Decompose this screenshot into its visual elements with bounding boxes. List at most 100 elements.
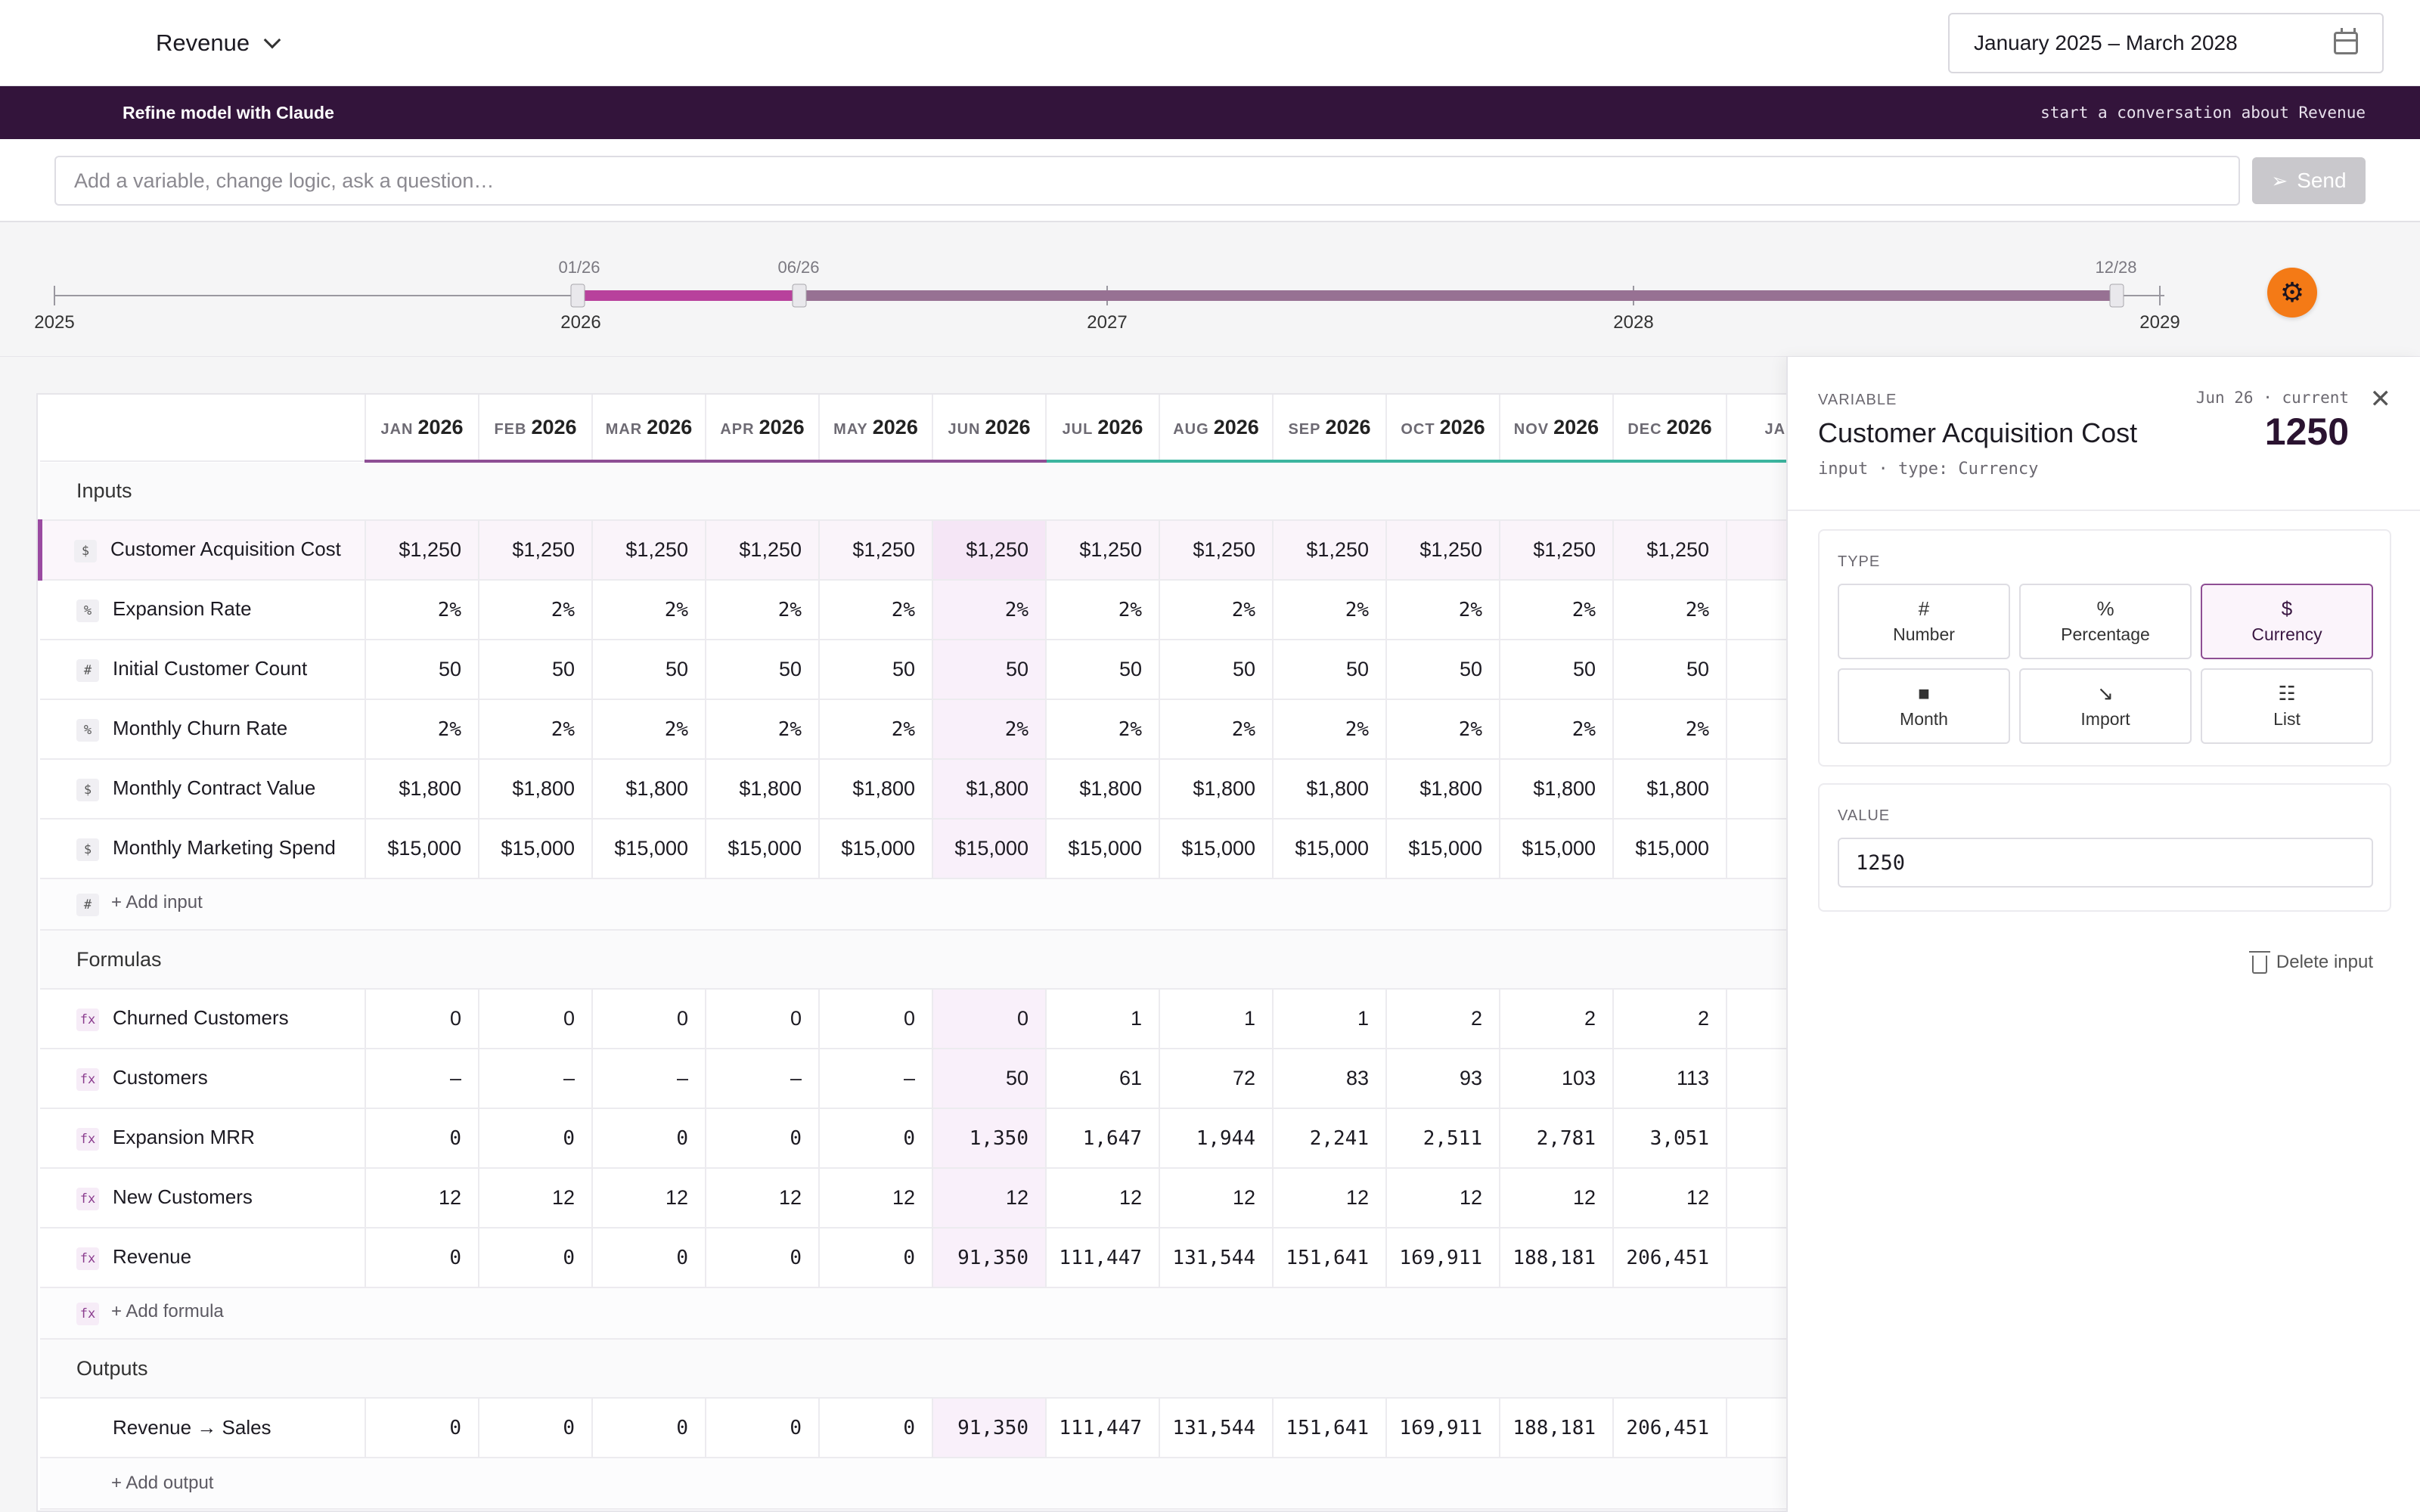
- row-name-cell[interactable]: % Expansion Rate: [40, 580, 366, 640]
- value-cell[interactable]: 72: [1159, 1049, 1274, 1109]
- value-cell[interactable]: 0: [592, 1228, 706, 1288]
- value-cell[interactable]: $15,000: [1386, 819, 1500, 879]
- type-option-month[interactable]: ■ Month: [1838, 668, 2010, 744]
- table-row[interactable]: # Initial Customer Count 50 50 50 50 50 50 50 50 5…: [40, 640, 1786, 700]
- value-cell[interactable]: 50: [365, 640, 479, 700]
- value-cell[interactable]: 0: [365, 1398, 479, 1458]
- value-cell[interactable]: $1,800: [706, 759, 820, 820]
- value-cell[interactable]: [1727, 989, 1786, 1049]
- row-name-cell[interactable]: fx Customers: [40, 1049, 366, 1109]
- value-cell[interactable]: 0: [479, 1398, 593, 1458]
- value-cell[interactable]: $1,250: [592, 520, 706, 581]
- value-cell[interactable]: 206,451: [1613, 1228, 1727, 1288]
- value-cell[interactable]: 188,181: [1500, 1228, 1614, 1288]
- value-cell[interactable]: 131,544: [1159, 1398, 1274, 1458]
- value-cell[interactable]: 0: [706, 1108, 820, 1169]
- row-name-cell[interactable]: fx New Customers: [40, 1168, 366, 1228]
- value-cell[interactable]: 2,241: [1273, 1108, 1387, 1169]
- value-cell[interactable]: 83: [1273, 1049, 1387, 1109]
- value-cell[interactable]: $1,250: [1613, 520, 1727, 581]
- delete-input-button[interactable]: Delete input: [2248, 951, 2373, 974]
- value-cell[interactable]: 0: [932, 989, 1047, 1049]
- value-cell[interactable]: 224: [1727, 1398, 1786, 1458]
- column-header[interactable]: MAY 2026: [819, 395, 933, 463]
- value-cell[interactable]: [1727, 1168, 1786, 1228]
- value-cell[interactable]: $1,250: [1500, 520, 1614, 581]
- value-cell[interactable]: $1: [1727, 520, 1786, 581]
- value-cell[interactable]: 12: [365, 1168, 479, 1228]
- value-cell[interactable]: 0: [819, 989, 933, 1049]
- value-cell[interactable]: 12: [1273, 1168, 1387, 1228]
- value-cell[interactable]: 50: [1273, 640, 1387, 700]
- value-cell[interactable]: 12: [1613, 1168, 1727, 1228]
- value-cell[interactable]: 2%: [706, 699, 820, 760]
- value-cell[interactable]: $15,000: [1159, 819, 1274, 879]
- value-cell[interactable]: –: [706, 1049, 820, 1109]
- column-header[interactable]: JUL 2026: [1046, 395, 1160, 463]
- value-input[interactable]: [1838, 838, 2373, 888]
- value-cell[interactable]: $1,250: [1159, 520, 1274, 581]
- value-cell[interactable]: 2%: [1046, 699, 1160, 760]
- value-cell[interactable]: $15,000: [365, 819, 479, 879]
- value-cell[interactable]: $1,800: [479, 759, 593, 820]
- type-option-list[interactable]: ☷ List: [2201, 668, 2373, 744]
- value-cell[interactable]: 50: [479, 640, 593, 700]
- value-cell[interactable]: 2%: [365, 699, 479, 760]
- table-row[interactable]: fx Expansion MRR 0 0 0 0 0 1,350 1,647 1,944 2,241…: [40, 1108, 1786, 1169]
- value-cell[interactable]: $1,250: [1046, 520, 1160, 581]
- value-cell[interactable]: 50: [1500, 640, 1614, 700]
- value-cell[interactable]: $1,800: [932, 759, 1047, 820]
- value-cell[interactable]: $1,800: [592, 759, 706, 820]
- value-cell[interactable]: $1,800: [1273, 759, 1387, 820]
- value-cell[interactable]: $15,000: [1613, 819, 1727, 879]
- type-option-percentage[interactable]: % Percentage: [2019, 584, 2192, 659]
- value-cell[interactable]: 50: [1046, 640, 1160, 700]
- value-cell[interactable]: 0: [819, 1108, 933, 1169]
- add-row-button[interactable]: + Add formula: [111, 1301, 224, 1322]
- value-cell[interactable]: 1,647: [1046, 1108, 1160, 1169]
- value-cell[interactable]: 2%: [1386, 580, 1500, 640]
- table-row[interactable]: % Monthly Churn Rate 2% 2% 2% 2% 2% 2% 2% 2% 2% 2% 2…: [40, 699, 1786, 760]
- column-header[interactable]: JAN: [1727, 395, 1786, 463]
- value-cell[interactable]: $15: [1727, 819, 1786, 879]
- value-cell[interactable]: 2%: [592, 699, 706, 760]
- value-cell[interactable]: –: [365, 1049, 479, 1109]
- value-cell[interactable]: 0: [592, 1398, 706, 1458]
- value-cell[interactable]: $15,000: [592, 819, 706, 879]
- value-cell[interactable]: $1: [1727, 759, 1786, 820]
- value-cell[interactable]: 12: [819, 1168, 933, 1228]
- value-cell[interactable]: 2%: [932, 699, 1047, 760]
- column-header[interactable]: DEC 2026: [1613, 395, 1727, 463]
- value-cell[interactable]: 12: [1046, 1168, 1160, 1228]
- value-cell[interactable]: 113: [1613, 1049, 1727, 1109]
- type-option-currency[interactable]: $ Currency: [2201, 584, 2373, 659]
- value-cell[interactable]: 61: [1046, 1049, 1160, 1109]
- value-cell[interactable]: 3: [1727, 1108, 1786, 1169]
- table-row[interactable]: $ Monthly Contract Value $1,800 $1,800 $1,80…: [40, 759, 1786, 820]
- value-cell[interactable]: 2%: [1159, 699, 1274, 760]
- value-cell[interactable]: 224: [1727, 1228, 1786, 1288]
- value-cell[interactable]: 12: [932, 1168, 1047, 1228]
- value-cell[interactable]: 0: [706, 1398, 820, 1458]
- value-cell[interactable]: [1727, 580, 1786, 640]
- value-cell[interactable]: $15,000: [1046, 819, 1160, 879]
- value-cell[interactable]: 151,641: [1273, 1398, 1387, 1458]
- close-icon[interactable]: ✕: [2369, 385, 2392, 414]
- prompt-input[interactable]: [54, 156, 2240, 206]
- value-cell[interactable]: 0: [819, 1398, 933, 1458]
- type-option-number[interactable]: # Number: [1838, 584, 2010, 659]
- value-cell[interactable]: $1,250: [932, 520, 1047, 581]
- value-cell[interactable]: $1,250: [1386, 520, 1500, 581]
- value-cell[interactable]: 12: [592, 1168, 706, 1228]
- value-cell[interactable]: [1727, 699, 1786, 760]
- value-cell[interactable]: $15,000: [1500, 819, 1614, 879]
- value-cell[interactable]: 1,350: [932, 1108, 1047, 1169]
- value-cell[interactable]: $1,800: [1046, 759, 1160, 820]
- timeline-handle-end[interactable]: [2109, 284, 2124, 308]
- table-row[interactable]: Revenue → Sales 0 0 0 0 0 91,350 111,447 131,544…: [40, 1398, 1786, 1458]
- value-cell[interactable]: 0: [592, 1108, 706, 1169]
- table-row[interactable]: fx Churned Customers 0 0 0 0 0 0 1 1 1 2 2 2: [40, 989, 1786, 1049]
- value-cell[interactable]: $1,800: [1500, 759, 1614, 820]
- value-cell[interactable]: 93: [1386, 1049, 1500, 1109]
- value-cell[interactable]: 1: [1273, 989, 1387, 1049]
